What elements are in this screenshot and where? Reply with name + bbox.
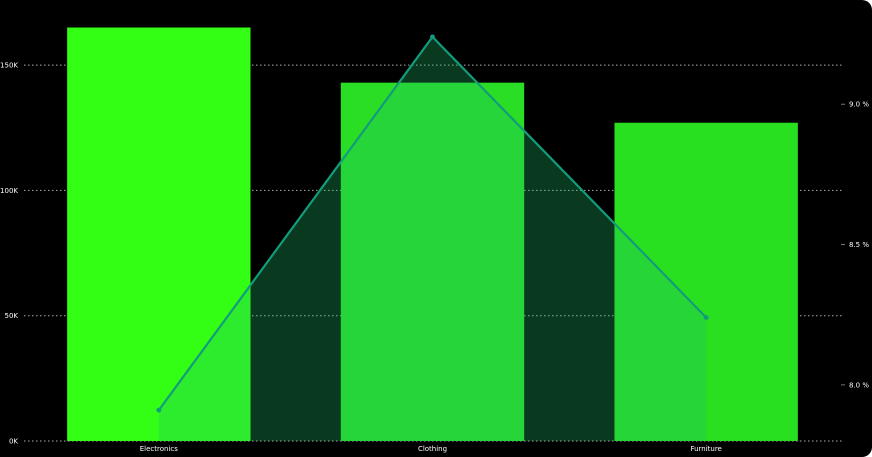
bar bbox=[67, 27, 251, 442]
bar bbox=[614, 122, 798, 441]
x-tick-label: Electronics bbox=[140, 445, 179, 453]
left-tick-label: 50K bbox=[5, 312, 19, 320]
left-tick-label: 150K bbox=[0, 62, 18, 70]
left-tick-label: 0K bbox=[9, 438, 18, 446]
data-point bbox=[703, 315, 709, 320]
area-series bbox=[156, 34, 709, 442]
left-axis: 0K 50K 100K 150K bbox=[0, 62, 18, 446]
bar bbox=[340, 82, 525, 442]
data-point bbox=[156, 407, 162, 413]
x-tick-label: Clothing bbox=[418, 445, 447, 453]
bar-series bbox=[67, 27, 798, 442]
x-tick-label: Furniture bbox=[690, 445, 721, 453]
right-tick-label: 8.5 % bbox=[849, 241, 869, 249]
left-tick-label: 100K bbox=[0, 187, 18, 195]
right-tick-label: 9.0 % bbox=[849, 101, 869, 109]
x-axis: Electronics Clothing Furniture bbox=[140, 445, 722, 453]
right-tick-label: 8.0 % bbox=[849, 381, 869, 389]
data-point bbox=[430, 34, 435, 40]
area-fill bbox=[158, 36, 707, 442]
right-axis: 8.0 % 8.5 % 9.0 % bbox=[841, 101, 869, 389]
